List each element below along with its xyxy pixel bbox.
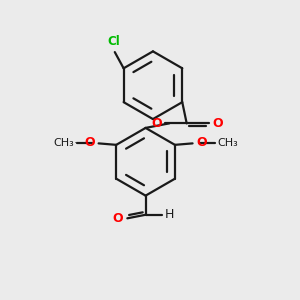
- Text: O: O: [84, 136, 95, 149]
- Text: Cl: Cl: [107, 35, 120, 48]
- Text: O: O: [213, 117, 223, 130]
- Text: H: H: [165, 208, 174, 221]
- Text: O: O: [113, 212, 124, 225]
- Text: O: O: [196, 136, 207, 149]
- Text: CH₃: CH₃: [53, 138, 74, 148]
- Text: methyl: methyl: [75, 142, 80, 143]
- Text: CH₃: CH₃: [217, 138, 238, 148]
- Text: O: O: [151, 117, 162, 130]
